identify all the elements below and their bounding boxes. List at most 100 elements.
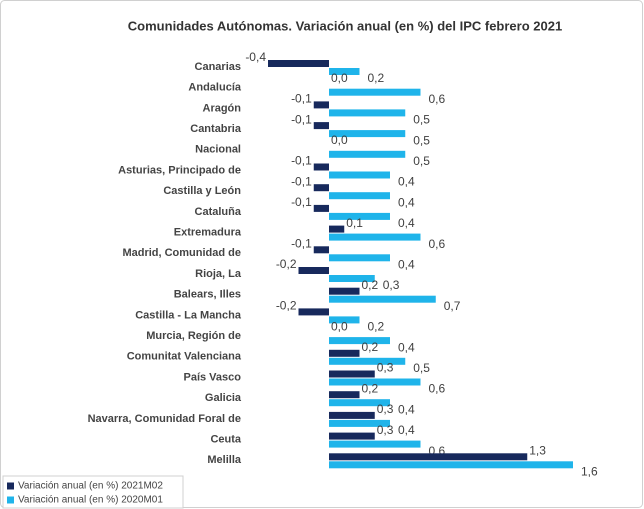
bar: [313, 184, 329, 192]
bar: [329, 370, 375, 378]
bar: [329, 68, 360, 75]
bar: [329, 254, 390, 262]
value-label: 0,2: [362, 381, 379, 395]
bar: [329, 461, 573, 469]
value-label: 0,2: [362, 340, 379, 354]
bar: [329, 316, 360, 324]
bar: [329, 349, 360, 357]
category-label: Asturias, Principado de: [118, 164, 241, 176]
chart-title: Comunidades Autónomas. Variación anual (…: [128, 18, 562, 33]
value-label: 0,0: [331, 319, 348, 333]
legend-box: [2, 475, 184, 509]
bar: [329, 225, 345, 233]
bar: [298, 267, 329, 274]
bar: [329, 171, 390, 179]
bar: [313, 163, 329, 171]
bar: [313, 204, 329, 212]
category-label: Nacional: [195, 144, 241, 156]
value-label: 0,6: [429, 92, 446, 106]
category-label: Cantabria: [190, 123, 242, 135]
category-label: Comunitat Valenciana: [127, 351, 242, 363]
value-label: -0,1: [291, 92, 312, 106]
value-label: 0,1: [346, 216, 363, 230]
category-label: Navarra, Comunidad Foral de: [88, 413, 241, 425]
legend-label: Variación anual (en %) 2021M02: [18, 481, 163, 492]
value-label: 0,4: [398, 402, 415, 416]
bar: [329, 453, 528, 461]
bar: [329, 275, 375, 282]
category-label: Ceuta: [210, 434, 241, 446]
category-label: Galicia: [205, 392, 242, 404]
category-label: Extremadura: [174, 227, 242, 239]
value-label: 0,3: [383, 278, 400, 292]
bar: [329, 130, 406, 138]
value-label: 0,7: [444, 299, 461, 313]
value-label: 0,4: [398, 216, 415, 230]
bar: [329, 419, 390, 427]
category-label: Aragón: [203, 102, 242, 114]
value-label: 0,2: [368, 71, 385, 85]
value-label: 0,4: [398, 340, 415, 354]
bar: [329, 337, 390, 345]
legend-label: Variación anual (en %) 2020M01: [18, 495, 163, 506]
value-label: 0,2: [368, 320, 385, 334]
value-label: 0,3: [377, 423, 394, 437]
value-label: 1,3: [529, 443, 546, 457]
bar: [313, 122, 329, 130]
value-label: -0,4: [245, 50, 266, 64]
bar: [329, 287, 360, 295]
bar: [329, 357, 406, 365]
bar: [313, 246, 329, 254]
value-label: 0,6: [429, 382, 446, 396]
value-label: 0,4: [398, 257, 415, 271]
value-label: -0,2: [276, 299, 297, 313]
bar: [313, 101, 329, 109]
value-label: -0,1: [291, 154, 312, 168]
value-label: 1,6: [581, 464, 598, 478]
bar: [329, 109, 406, 117]
bar: [329, 411, 375, 419]
category-label: Castilla - La Mancha: [135, 309, 242, 321]
category-label: Andalucía: [188, 82, 241, 94]
bar: [329, 378, 421, 386]
bar: [329, 440, 421, 448]
bar: [329, 150, 406, 158]
category-label: Murcia, Región de: [146, 330, 241, 342]
value-label: -0,1: [291, 236, 312, 250]
category-label: Madrid, Comunidad de: [122, 247, 241, 259]
value-label: 0,0: [331, 133, 348, 147]
value-label: 0,2: [362, 278, 379, 292]
bar: [329, 233, 421, 241]
bar: [329, 88, 421, 96]
category-label: Rioja, La: [195, 268, 242, 280]
category-label: Castilla y León: [163, 185, 241, 197]
value-label: 0,5: [413, 133, 430, 147]
value-label: 0,5: [413, 154, 430, 168]
value-label: -0,1: [291, 195, 312, 209]
category-label: Canarias: [195, 61, 241, 73]
value-label: 0,3: [377, 361, 394, 375]
category-label: País Vasco: [184, 371, 242, 383]
bar: [329, 391, 360, 399]
value-label: -0,1: [291, 174, 312, 188]
value-label: 0,6: [429, 237, 446, 251]
value-label: 0,0: [331, 71, 348, 85]
value-label: 0,3: [377, 402, 394, 416]
bar: [329, 432, 375, 440]
category-label: Melilla: [207, 454, 242, 466]
bar: [329, 399, 390, 407]
value-label: -0,2: [276, 257, 297, 271]
value-label: 0,4: [398, 195, 415, 209]
bar: [298, 308, 329, 316]
bar: [329, 295, 436, 303]
value-label: -0,1: [291, 112, 312, 126]
category-label: Cataluña: [195, 206, 242, 218]
bar: [329, 192, 390, 200]
legend-swatch: [7, 496, 14, 504]
category-label: Balears, Illes: [174, 289, 241, 301]
value-label: 0,5: [413, 113, 430, 127]
bar: [268, 60, 329, 67]
value-label: 0,4: [398, 423, 415, 437]
